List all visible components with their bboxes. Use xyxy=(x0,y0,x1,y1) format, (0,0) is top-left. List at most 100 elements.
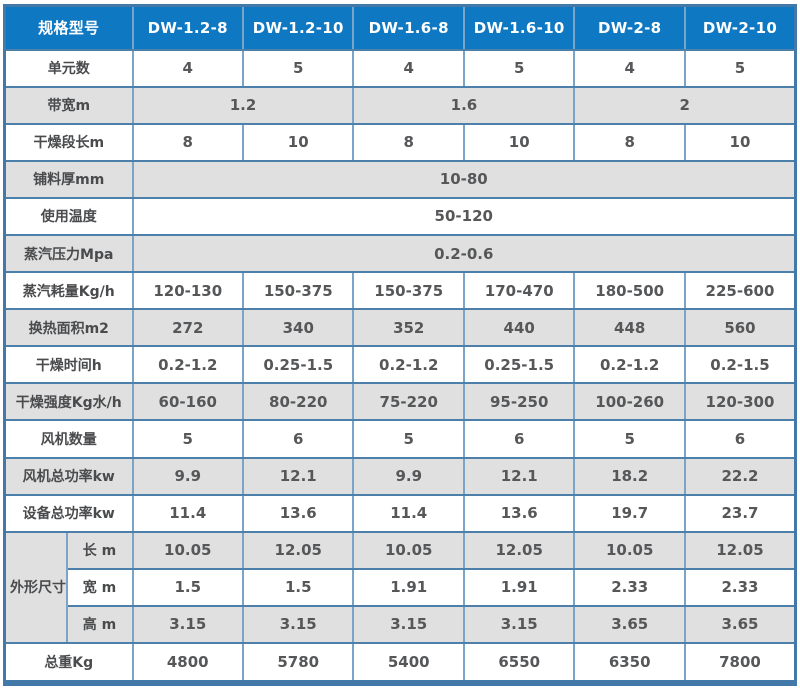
spec-value: 7800 xyxy=(683,642,797,684)
spec-value: 100-260 xyxy=(573,382,686,422)
spec-value: 0.2-1.2 xyxy=(352,345,465,385)
spec-value: 1.91 xyxy=(462,567,576,607)
header-row: 规格型号 DW-1.2-8 DW-1.2-10 DW-1.6-8 DW-1.6-10 DW… xyxy=(3,4,797,51)
spec-value: 12.1 xyxy=(462,456,576,496)
spec-value: 6 xyxy=(241,419,355,459)
spec-value: 11.4 xyxy=(352,493,465,533)
spec-value: 150-375 xyxy=(352,271,465,311)
table-row: 使用温度 50-120 xyxy=(3,196,797,236)
spec-value: 22.2 xyxy=(683,456,797,496)
spec-value: 3.15 xyxy=(462,604,576,645)
spec-value: 19.7 xyxy=(573,493,686,533)
spec-value: 12.05 xyxy=(683,530,797,570)
table-row: 蒸汽压力Mpa 0.2-0.6 xyxy=(3,233,797,274)
table-row: 带宽m 1.2 1.6 2 xyxy=(3,85,797,125)
spec-value: 6 xyxy=(683,419,797,459)
spec-value: 23.7 xyxy=(683,493,797,533)
spec-value: 560 xyxy=(683,308,797,348)
spec-value: 4 xyxy=(131,48,245,88)
spec-value: 3.65 xyxy=(683,604,797,645)
row-label: 干燥段长m xyxy=(3,122,134,162)
spec-value: 6350 xyxy=(573,642,686,684)
spec-value: 5 xyxy=(462,48,576,88)
spec-value: 272 xyxy=(131,308,245,348)
spec-value: 12.05 xyxy=(462,530,576,570)
spec-value: 120-300 xyxy=(683,382,797,422)
spec-value: 9.9 xyxy=(131,456,245,496)
spec-value: 2 xyxy=(573,85,797,125)
spec-value: 5 xyxy=(241,48,355,88)
spec-value: 1.2 xyxy=(131,85,355,125)
spec-value: 0.2-0.6 xyxy=(131,233,797,274)
spec-value: 4 xyxy=(352,48,465,88)
column-header: DW-1.2-8 xyxy=(131,4,245,51)
spec-value: 60-160 xyxy=(131,382,245,422)
row-label: 外形尺寸 xyxy=(3,530,68,645)
row-label: 风机总功率kw xyxy=(3,456,134,496)
column-header: DW-1.6-10 xyxy=(462,4,576,51)
spec-value: 10 xyxy=(241,122,355,162)
column-header: DW-1.6-8 xyxy=(352,4,465,51)
spec-value: 1.5 xyxy=(241,567,355,607)
row-label: 总重Kg xyxy=(3,642,134,684)
spec-value: 8 xyxy=(352,122,465,162)
spec-value: 4 xyxy=(573,48,686,88)
spec-value: 50-120 xyxy=(131,196,797,236)
spec-value: 10-80 xyxy=(131,159,797,199)
spec-value: 8 xyxy=(573,122,686,162)
spec-value: 5400 xyxy=(352,642,465,684)
row-label: 使用温度 xyxy=(3,196,134,236)
spec-value: 6 xyxy=(462,419,576,459)
spec-value: 170-470 xyxy=(462,271,576,311)
table-row: 干燥时间h 0.2-1.2 0.25-1.5 0.2-1.2 0.25-1.5 0.2-1… xyxy=(3,345,797,385)
row-label: 设备总功率kw xyxy=(3,493,134,533)
column-header: DW-1.2-10 xyxy=(241,4,355,51)
table-row: 外形尺寸长 m 10.05 12.05 10.05 12.05 10.05 12.05 xyxy=(3,530,797,645)
spec-value: 120-130 xyxy=(131,271,245,311)
spec-value: 3.15 xyxy=(241,604,355,645)
row-label: 风机数量 xyxy=(3,419,134,459)
table-row: 铺料厚mm 10-80 xyxy=(3,159,797,199)
row-label: 蒸汽耗量Kg/h xyxy=(3,271,134,311)
spec-value: 13.6 xyxy=(241,493,355,533)
row-label: 宽 m xyxy=(65,567,134,607)
spec-value: 0.2-1.2 xyxy=(131,345,245,385)
table-row: 风机总功率kw 9.9 12.1 9.9 12.1 18.2 22.2 xyxy=(3,456,797,496)
table-row: 宽 m 1.5 1.5 1.91 1.91 2.33 2.33 xyxy=(5,567,797,607)
spec-value: 1.6 xyxy=(352,85,576,125)
table-row: 干燥强度Kg水/h 60-160 80-220 75-220 95-250 100-260… xyxy=(3,382,797,422)
spec-value: 5 xyxy=(352,419,465,459)
spec-value: 11.4 xyxy=(131,493,245,533)
row-label: 干燥时间h xyxy=(3,345,134,385)
spec-value: 80-220 xyxy=(241,382,355,422)
spec-table: 规格型号 DW-1.2-8 DW-1.2-10 DW-1.6-8 DW-1.6-10 DW… xyxy=(3,4,797,686)
table-row: 风机数量 5 6 5 6 5 6 xyxy=(3,419,797,459)
spec-value: 440 xyxy=(462,308,576,348)
row-label: 铺料厚mm xyxy=(3,159,134,199)
spec-value: 0.25-1.5 xyxy=(241,345,355,385)
spec-value: 225-600 xyxy=(683,271,797,311)
spec-model-header: 规格型号 xyxy=(3,4,134,51)
spec-value: 5 xyxy=(131,419,245,459)
spec-value: 9.9 xyxy=(352,456,465,496)
spec-value: 0.2-1.5 xyxy=(683,345,797,385)
spec-value: 10.05 xyxy=(131,530,245,570)
table-row: 总重Kg 4800 5780 5400 6550 6350 7800 xyxy=(3,642,797,684)
spec-value: 4800 xyxy=(131,642,245,684)
spec-value: 10 xyxy=(462,122,576,162)
spec-value: 5 xyxy=(573,419,686,459)
spec-value: 12.1 xyxy=(241,456,355,496)
spec-table-body: 单元数 4 5 4 5 4 5 带宽m 1.2 1.6 2 干燥段长m 8 10 8 10 8 10 铺料厚mm 10… xyxy=(3,48,797,684)
spec-value: 3.15 xyxy=(352,604,465,645)
spec-value: 2.33 xyxy=(573,567,686,607)
table-row: 单元数 4 5 4 5 4 5 xyxy=(3,48,797,88)
row-label: 蒸汽压力Mpa xyxy=(3,233,134,274)
spec-value: 5 xyxy=(683,48,797,88)
column-header: DW-2-10 xyxy=(683,4,797,51)
spec-value: 18.2 xyxy=(573,456,686,496)
row-label: 单元数 xyxy=(3,48,134,88)
spec-value: 150-375 xyxy=(241,271,355,311)
spec-value: 3.15 xyxy=(131,604,245,645)
table-row: 高 m 3.15 3.15 3.15 3.15 3.65 3.65 xyxy=(5,604,797,645)
spec-value: 75-220 xyxy=(352,382,465,422)
